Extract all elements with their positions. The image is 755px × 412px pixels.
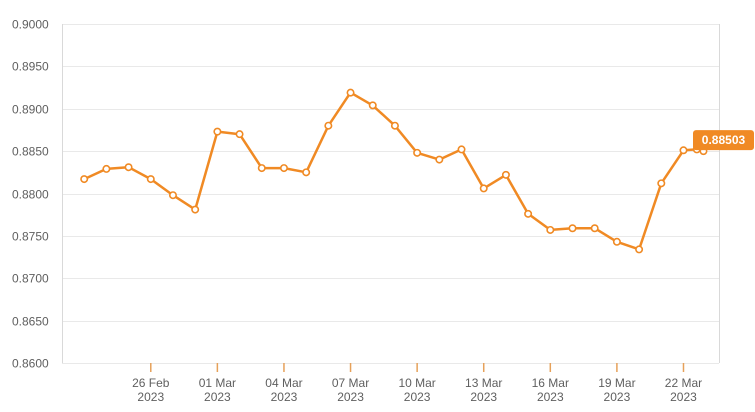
- x-tick-label-date: 07 Mar: [332, 376, 369, 390]
- data-point[interactable]: [612, 237, 621, 246]
- data-point[interactable]: [679, 146, 688, 155]
- last-value-badge: 0.88503: [693, 130, 754, 151]
- x-tick-label-year: 2023: [470, 390, 497, 404]
- x-tick-label-date: 01 Mar: [199, 376, 236, 390]
- data-point[interactable]: [279, 164, 288, 173]
- x-tick-label-year: 2023: [670, 390, 697, 404]
- x-tick-label-year: 2023: [604, 390, 631, 404]
- data-point[interactable]: [213, 127, 222, 136]
- x-tick-label-date: 10 Mar: [398, 376, 435, 390]
- series-layer: [80, 88, 708, 254]
- data-point[interactable]: [524, 209, 533, 218]
- data-point[interactable]: [568, 224, 577, 233]
- x-tick-label-year: 2023: [404, 390, 431, 404]
- x-tick-label-date: 13 Mar: [465, 376, 502, 390]
- x-tick-label-date: 26 Feb: [132, 376, 170, 390]
- data-point[interactable]: [124, 163, 133, 172]
- data-point[interactable]: [590, 224, 599, 233]
- data-point[interactable]: [168, 191, 177, 200]
- x-tick-label-year: 2023: [271, 390, 298, 404]
- y-axis: 0.9000 0.8950 0.8900 0.8850 0.8800 0.8750 0.87…: [12, 18, 49, 371]
- data-point[interactable]: [413, 148, 422, 157]
- grid-lines: [62, 24, 720, 364]
- data-point[interactable]: [457, 145, 466, 154]
- y-tick-label: 0.8750: [12, 230, 49, 244]
- data-point[interactable]: [635, 245, 644, 254]
- data-point[interactable]: [346, 88, 355, 97]
- last-value-label: 0.88503: [702, 133, 746, 147]
- data-point[interactable]: [102, 164, 111, 173]
- data-point[interactable]: [235, 130, 244, 139]
- data-point[interactable]: [257, 164, 266, 173]
- data-point[interactable]: [302, 168, 311, 177]
- last-value-badge-bg: [693, 130, 754, 151]
- y-tick-label: 0.8600: [12, 357, 49, 371]
- data-point[interactable]: [501, 170, 510, 179]
- x-tick-label-date: 04 Mar: [265, 376, 302, 390]
- x-tick-label-date: 22 Mar: [665, 376, 702, 390]
- data-point[interactable]: [546, 225, 555, 234]
- data-point[interactable]: [80, 175, 89, 184]
- x-tick-label-year: 2023: [204, 390, 231, 404]
- data-point[interactable]: [390, 121, 399, 130]
- x-tick-label-year: 2023: [537, 390, 564, 404]
- data-point[interactable]: [435, 155, 444, 164]
- data-point[interactable]: [191, 205, 200, 214]
- data-point[interactable]: [368, 101, 377, 110]
- x-tick-label-year: 2023: [137, 390, 164, 404]
- data-point[interactable]: [657, 179, 666, 188]
- y-tick-label: 0.8650: [12, 315, 49, 329]
- data-point[interactable]: [479, 184, 488, 193]
- y-tick-label: 0.8850: [12, 145, 49, 159]
- x-tick-label-date: 16 Mar: [532, 376, 569, 390]
- y-tick-label: 0.8800: [12, 188, 49, 202]
- x-tick-label-date: 19 Mar: [598, 376, 635, 390]
- data-point[interactable]: [146, 175, 155, 184]
- y-tick-label: 0.9000: [12, 18, 49, 32]
- y-tick-label: 0.8950: [12, 60, 49, 74]
- y-tick-label: 0.8700: [12, 272, 49, 286]
- y-tick-label: 0.8900: [12, 103, 49, 117]
- data-point[interactable]: [324, 121, 333, 130]
- series-line: [82, 91, 705, 251]
- x-tick-label-year: 2023: [337, 390, 364, 404]
